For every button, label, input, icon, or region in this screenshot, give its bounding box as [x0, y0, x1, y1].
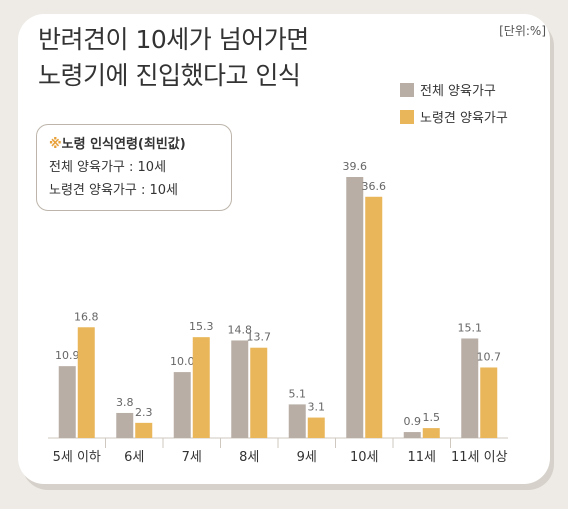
legend-swatch-senior	[400, 109, 414, 124]
value-label: 14.8	[228, 323, 253, 336]
value-label: 36.6	[362, 180, 387, 193]
value-label: 10.0	[170, 355, 195, 368]
bar-all	[58, 366, 76, 438]
category-label: 6세	[124, 450, 144, 465]
value-label: 1.5	[423, 411, 441, 424]
category-label: 10세	[350, 450, 379, 465]
callout-line-senior: 노령견 양육가구 : 10세	[49, 183, 178, 198]
category-label: 11세 이상	[451, 450, 508, 465]
value-label: 10.7	[477, 350, 502, 363]
bar-senior	[307, 417, 325, 438]
title-line-2: 노령기에 진입했다고 인식	[38, 61, 301, 90]
bar-all	[231, 340, 249, 438]
value-label: 3.8	[116, 396, 134, 409]
bar-senior	[480, 367, 498, 438]
bar-all	[116, 412, 134, 438]
bar-all	[173, 372, 191, 438]
callout-title-text: 노령 인식연령(최빈값)	[61, 137, 186, 152]
category-label: 8세	[239, 450, 259, 465]
value-label: 5.1	[289, 387, 307, 400]
bar-senior	[365, 196, 383, 438]
legend-swatch-all	[400, 82, 414, 97]
bar-senior	[135, 422, 153, 438]
legend-item-senior: 노령견 양육가구	[400, 107, 508, 126]
value-label: 2.3	[135, 406, 153, 419]
callout-mark: ※	[49, 137, 62, 152]
bar-senior	[422, 428, 440, 438]
bar-all	[346, 177, 364, 438]
bar-senior	[192, 337, 210, 438]
legend-label-senior: 노령견 양육가구	[420, 111, 508, 126]
bar-senior	[250, 347, 268, 438]
unit-label: [단위:%]	[499, 24, 546, 38]
value-label: 13.7	[247, 331, 272, 344]
bar-all	[461, 338, 479, 438]
value-label: 39.6	[343, 160, 368, 173]
title-line-1: 반려견이 10세가 넘어가면	[38, 25, 309, 54]
value-label: 15.1	[458, 321, 483, 334]
category-label: 11세	[407, 450, 436, 465]
category-label: 7세	[182, 450, 202, 465]
category-label: 5세 이하	[53, 450, 101, 465]
bar-all	[403, 432, 421, 438]
category-label: 9세	[297, 450, 317, 465]
bar-senior	[77, 327, 95, 438]
bar-all	[288, 404, 306, 438]
legend: 전체 양육가구 노령견 양육가구	[400, 80, 508, 134]
legend-label-all: 전체 양육가구	[420, 84, 496, 99]
legend-item-all: 전체 양육가구	[400, 80, 508, 99]
value-label: 10.9	[55, 349, 80, 362]
value-label: 3.1	[308, 401, 326, 414]
value-label: 0.9	[404, 415, 422, 428]
callout-line-all: 전체 양육가구 : 10세	[49, 160, 167, 175]
callout-title: ※노령 인식연령(최빈값)	[49, 133, 219, 156]
value-label: 15.3	[189, 320, 214, 333]
callout-box: ※노령 인식연령(최빈값) 전체 양육가구 : 10세 노령견 양육가구 : 1…	[36, 124, 232, 211]
value-label: 16.8	[74, 310, 99, 323]
chart-title: 반려견이 10세가 넘어가면 노령기에 진입했다고 인식	[38, 22, 309, 94]
